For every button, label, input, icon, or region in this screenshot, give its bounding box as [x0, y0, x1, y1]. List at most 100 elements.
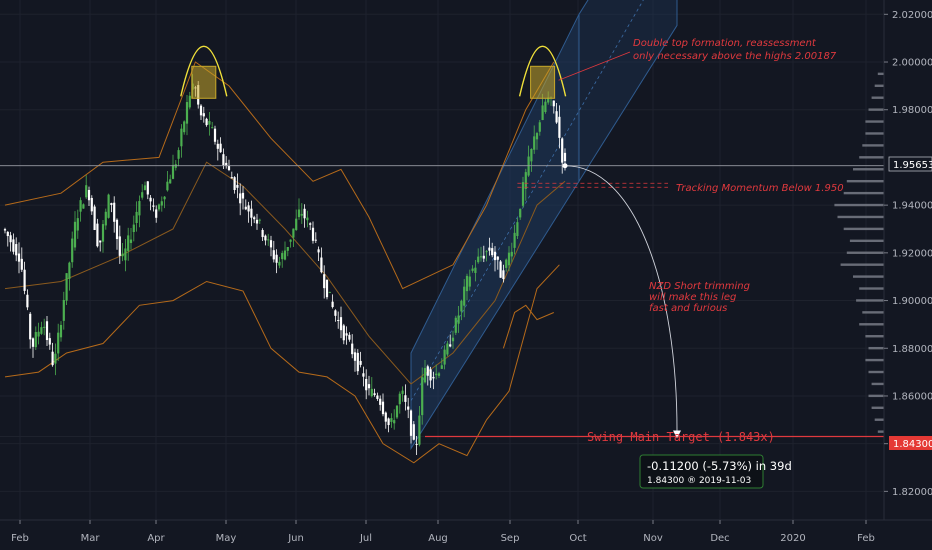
time-tick-label-12: Feb: [857, 533, 875, 544]
candle-body-85: [241, 192, 245, 199]
candle-body-93: [264, 235, 267, 241]
candle-body-27: [79, 200, 82, 212]
candle-body-82: [233, 177, 236, 190]
swing-target-label: Swing Main Target (1.843x): [587, 430, 775, 444]
volume-bar-9: [846, 179, 884, 183]
candle-body-124: [351, 343, 354, 355]
candle-body-14: [43, 326, 46, 328]
candle-body-144: [407, 406, 410, 410]
volume-bar-10: [843, 191, 884, 195]
candle-body-50: [143, 185, 147, 191]
candle-body-94: [267, 239, 270, 241]
candle-body-158: [446, 343, 449, 355]
candle-body-177: [499, 261, 502, 278]
price-tick-label-9: 2.02000: [892, 10, 932, 21]
candle-body-87: [247, 205, 250, 212]
candle-body-185: [521, 182, 525, 206]
price-axis[interactable]: 1.820001.840001.860001.880001.900001.920…: [883, 0, 932, 550]
candle-body-41: [118, 236, 121, 256]
measure-tooltip: -0.11200 (-5.73%) in 39d 1.84300 ® 2019-…: [639, 454, 792, 489]
candle-body-156: [440, 365, 443, 369]
candle-body-57: [163, 196, 166, 200]
candle-body-117: [331, 301, 334, 308]
candle-body-0: [3, 229, 7, 231]
candle-body-168: [474, 267, 477, 273]
candle-body-114: [323, 274, 326, 289]
projection-arrowhead: [673, 430, 681, 439]
candle-body-73: [208, 120, 211, 125]
candle-body-176: [496, 256, 499, 260]
candle-body-64: [183, 121, 186, 133]
candle-body-183: [516, 222, 519, 236]
candle-body-173: [488, 247, 491, 251]
candle-body-147: [415, 443, 418, 445]
candle-body-155: [437, 373, 441, 376]
candle-body-42: [121, 253, 124, 257]
candle-body-83: [236, 184, 239, 188]
candle-body-178: [502, 270, 505, 280]
candle-body-17: [51, 351, 54, 366]
candle-body-48: [138, 201, 141, 216]
volume-bar-25: [868, 370, 884, 374]
candle-body-135: [381, 401, 385, 415]
volume-bar-30: [877, 430, 884, 433]
momentum-line: [502, 304, 554, 349]
candle-body-99: [281, 253, 284, 260]
candle-body-100: [283, 250, 287, 260]
candle-body-60: [171, 164, 175, 179]
price-tick-label-8: 2.00000: [892, 58, 932, 69]
target-price-label: 1.84300: [893, 439, 932, 450]
candle-body-16: [48, 338, 51, 345]
candle-body-162: [457, 315, 460, 324]
candle-body-78: [222, 154, 225, 166]
candle-body-174: [491, 248, 494, 256]
price-tick-label-0: 1.82000: [892, 487, 932, 498]
volume-bar-6: [862, 144, 884, 147]
candle-body-15: [45, 321, 49, 341]
candle-body-108: [306, 217, 309, 221]
candle-body-142: [401, 390, 404, 394]
candle-body-169: [477, 256, 480, 263]
volume-bar-3: [868, 108, 884, 111]
candle-body-12: [37, 331, 40, 337]
time-axis[interactable]: Feb Mar Apr May Jun Jul Aug Sep Oct Nov Dec 2020 Feb: [0, 519, 932, 550]
candle-body-31: [90, 197, 93, 212]
candle-body-11: [34, 332, 37, 348]
candle-body-55: [157, 204, 161, 210]
double-top-box-0: [191, 65, 217, 99]
volume-bar-28: [871, 406, 884, 409]
candle-body-51: [146, 181, 149, 195]
candle-body-161: [454, 317, 457, 333]
candle-body-35: [101, 224, 105, 242]
time-tick-label-8: Oct: [569, 533, 586, 544]
volume-bar-27: [868, 394, 884, 398]
candle-body-23: [68, 262, 71, 279]
volume-bar-16: [840, 263, 884, 266]
candle-body-110: [311, 227, 315, 241]
candle-body-80: [227, 165, 231, 171]
candle-body-62: [177, 150, 180, 159]
candle-body-122: [345, 333, 348, 336]
volume-bar-17: [853, 275, 884, 278]
candle-body-138: [390, 418, 393, 422]
candle-body-196: [552, 100, 555, 107]
price-axis-bg: [884, 0, 932, 550]
candle-body-151: [426, 366, 429, 376]
candle-body-6: [20, 258, 23, 270]
price-tick-label-6: 1.94000: [892, 201, 932, 212]
double-top-arc-0: [180, 45, 228, 97]
candle-body-115: [325, 279, 329, 298]
candle-body-131: [370, 388, 373, 397]
volume-bar-7: [859, 156, 884, 159]
current-price-tag: [888, 156, 932, 172]
time-axis-bg: [0, 520, 932, 550]
candle-body-127: [359, 360, 362, 365]
candle-body-43: [124, 248, 127, 261]
candle-body-141: [398, 393, 401, 405]
candle-body-19: [57, 332, 60, 354]
time-tick-label-11: 2020: [780, 533, 805, 544]
tracking-annotation: Tracking Momentum Below 1.950: [676, 183, 844, 194]
candle-body-72: [205, 118, 208, 126]
candle-body-76: [216, 143, 219, 149]
